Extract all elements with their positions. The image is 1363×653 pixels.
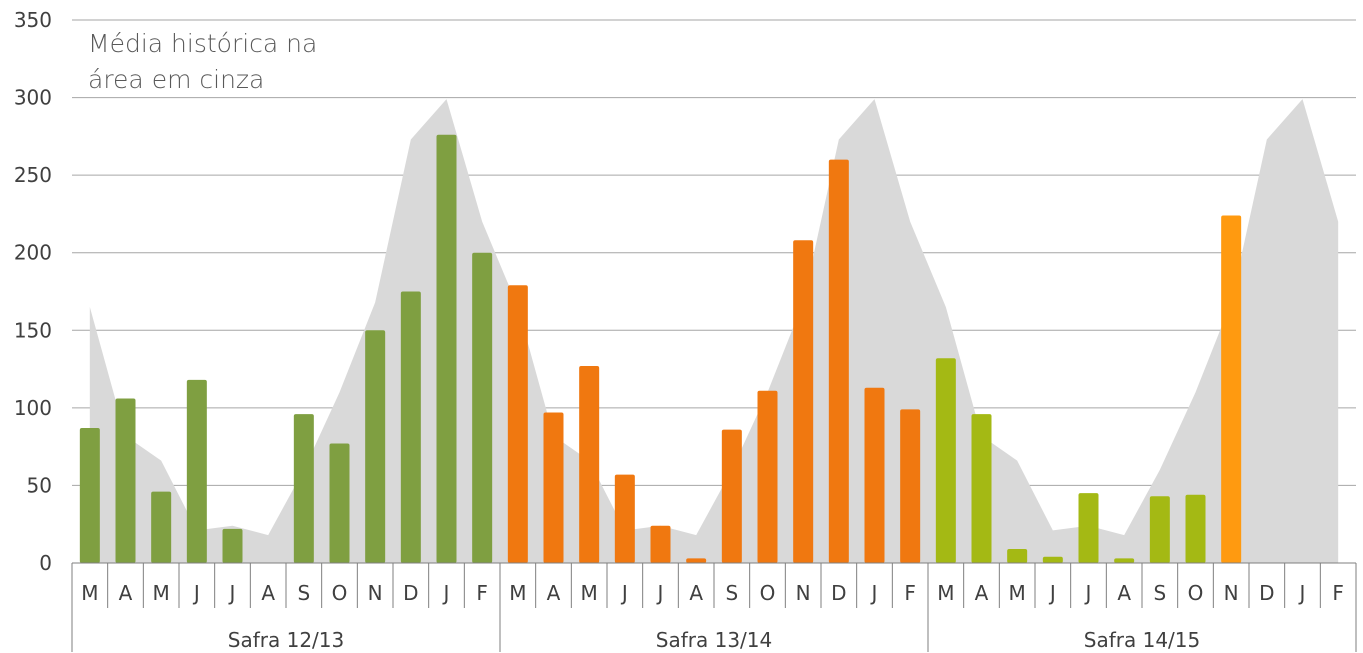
x-tick-label: N bbox=[368, 581, 383, 605]
bar bbox=[1221, 215, 1242, 564]
x-tick-label: N bbox=[796, 581, 811, 605]
bar bbox=[757, 390, 778, 563]
bar bbox=[1185, 494, 1206, 563]
x-tick-label: A bbox=[975, 581, 989, 605]
x-tick-label: O bbox=[1188, 581, 1204, 605]
x-tick-label: M bbox=[1009, 581, 1026, 605]
bar bbox=[79, 428, 100, 563]
x-tick-label: N bbox=[1224, 581, 1239, 605]
bar bbox=[507, 285, 528, 563]
bar bbox=[900, 409, 921, 563]
bar bbox=[614, 474, 635, 563]
x-tick-label: J bbox=[1048, 581, 1056, 605]
x-tick-label: J bbox=[1298, 581, 1306, 605]
bars bbox=[79, 134, 1242, 564]
x-axis: M A M J J A S O N D J F M A M J J A S O N D J F M A M J J A S O N D J FSafr… bbox=[71, 562, 1357, 652]
bar bbox=[329, 443, 350, 563]
bar bbox=[650, 525, 671, 563]
bar bbox=[828, 159, 849, 563]
bar bbox=[1007, 549, 1028, 563]
bar bbox=[365, 330, 386, 563]
bar bbox=[1114, 558, 1135, 563]
bar bbox=[400, 291, 421, 563]
bar bbox=[543, 412, 564, 563]
bar bbox=[864, 387, 885, 563]
bar bbox=[1149, 496, 1170, 563]
x-tick-label: D bbox=[1259, 581, 1274, 605]
x-tick-label: J bbox=[442, 581, 450, 605]
bar bbox=[1078, 493, 1099, 563]
y-tick-label: 0 bbox=[39, 551, 52, 575]
y-tick-label: 250 bbox=[14, 163, 52, 187]
bar bbox=[436, 134, 457, 563]
x-tick-label: F bbox=[476, 581, 488, 605]
x-tick-label: D bbox=[831, 581, 846, 605]
x-tick-label: M bbox=[509, 581, 526, 605]
note-line-1: Média histórica na bbox=[88, 29, 318, 58]
x-tick-label: D bbox=[403, 581, 418, 605]
bar bbox=[222, 528, 243, 563]
y-tick-label: 150 bbox=[14, 318, 52, 342]
bar bbox=[293, 414, 314, 563]
bar bbox=[935, 358, 956, 563]
bar bbox=[721, 429, 742, 563]
x-tick-label: O bbox=[760, 581, 776, 605]
y-axis: 0 50 100 150 200 250 300 350 bbox=[14, 8, 52, 575]
bar bbox=[579, 365, 600, 563]
group-label: Safra 14/15 bbox=[1084, 628, 1200, 652]
y-tick-label: 350 bbox=[14, 8, 52, 32]
x-tick-label: A bbox=[689, 581, 703, 605]
bar bbox=[686, 558, 707, 563]
x-tick-label: O bbox=[332, 581, 348, 605]
y-tick-label: 50 bbox=[27, 473, 52, 497]
historical-average-note: Média histórica na área em cinza bbox=[88, 26, 317, 98]
historical-average-area bbox=[89, 99, 1339, 563]
group-label: Safra 12/13 bbox=[228, 628, 344, 652]
x-tick-label: S bbox=[297, 581, 310, 605]
bar bbox=[186, 379, 207, 563]
x-tick-label: M bbox=[81, 581, 98, 605]
bar bbox=[151, 491, 172, 563]
y-tick-label: 200 bbox=[14, 241, 52, 265]
x-tick-label: A bbox=[119, 581, 133, 605]
x-tick-label: J bbox=[192, 581, 200, 605]
bar bbox=[793, 240, 814, 563]
bar bbox=[971, 414, 992, 563]
x-tick-label: J bbox=[656, 581, 664, 605]
x-tick-label: A bbox=[261, 581, 275, 605]
bar bbox=[115, 398, 136, 563]
y-tick-label: 100 bbox=[14, 396, 52, 420]
bar bbox=[472, 252, 493, 563]
x-tick-label: M bbox=[937, 581, 954, 605]
x-tick-label: A bbox=[1117, 581, 1131, 605]
x-tick-label: S bbox=[1153, 581, 1166, 605]
gridlines bbox=[72, 19, 1356, 486]
x-tick-label: J bbox=[228, 581, 236, 605]
y-tick-label: 300 bbox=[14, 86, 52, 110]
x-tick-label: M bbox=[153, 581, 170, 605]
x-tick-label: F bbox=[904, 581, 916, 605]
x-tick-label: F bbox=[1332, 581, 1344, 605]
group-label: Safra 13/14 bbox=[656, 628, 772, 652]
x-tick-label: M bbox=[581, 581, 598, 605]
x-tick-label: A bbox=[547, 581, 561, 605]
bar bbox=[1042, 556, 1063, 563]
x-tick-label: J bbox=[620, 581, 628, 605]
x-tick-label: J bbox=[870, 581, 878, 605]
x-tick-label: J bbox=[1084, 581, 1092, 605]
note-line-2: área em cinza bbox=[88, 65, 265, 94]
x-tick-label: S bbox=[725, 581, 738, 605]
